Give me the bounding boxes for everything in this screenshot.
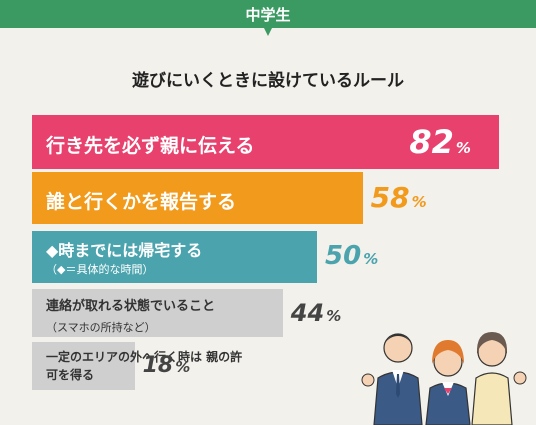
bar-value-3: 50%: [325, 241, 378, 271]
category-tab: 中学生: [232, 0, 304, 40]
bar-value-unit: %: [326, 307, 342, 325]
bar-value-number: 58: [370, 181, 410, 214]
bar-1: [32, 115, 500, 169]
students-illustration: [361, 332, 527, 425]
bar-label-1: 行き先を必ず親に伝える: [46, 135, 255, 157]
bar-value-number: 18: [142, 353, 174, 378]
bar-value-5: 18%: [143, 353, 191, 378]
bar-value-4: 44%: [291, 299, 341, 327]
bar-3: [32, 231, 317, 283]
bar-note-3: （◆＝具体的な時間）: [46, 263, 154, 276]
bar-value-unit: %: [411, 193, 427, 211]
girl-figure: [425, 340, 471, 425]
bar-value-1: 82%: [409, 123, 471, 161]
boy-figure: [361, 333, 423, 425]
bar-4: [32, 289, 283, 337]
tab-label: 中学生: [245, 6, 291, 24]
bar-label-2: 誰と行くかを報告する: [46, 191, 237, 213]
bar-label-5: 一定のエリアの外へ行く時は 親の許可を得る: [46, 350, 243, 382]
bar-value-number: 50: [325, 241, 362, 271]
tab-shape: [232, 0, 304, 36]
bar-2: [32, 172, 363, 224]
chart-title: 遊びにいくときに設けているルール: [132, 71, 404, 91]
bar-5: [32, 342, 135, 390]
bar-value-unit: %: [363, 250, 379, 268]
bar-value-2: 58%: [371, 181, 427, 214]
bar-value-number: 44: [290, 299, 325, 327]
bar-note-4: （スマホの所持など）: [46, 321, 156, 334]
bar-value-unit: %: [175, 358, 191, 376]
bar-value-number: 82: [409, 123, 454, 161]
student-right-figure: [471, 332, 527, 425]
bar-label-4: 連絡が取れる状態でいること: [46, 299, 216, 314]
bar-label-3: ◆時までには帰宅する: [46, 241, 203, 260]
bar-value-unit: %: [455, 139, 471, 157]
